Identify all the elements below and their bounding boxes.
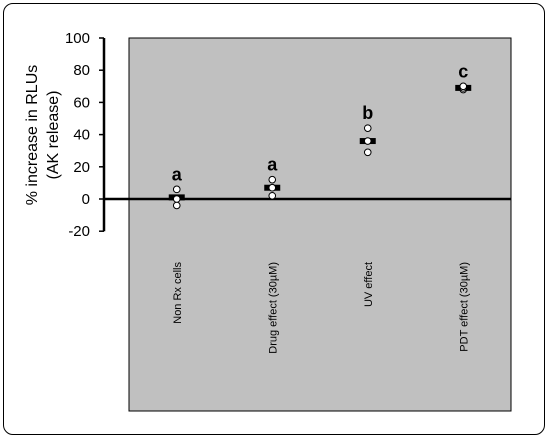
y-tick-label: -20: [68, 223, 90, 240]
y-axis: [99, 37, 106, 232]
category-label: Drug effect (30µM): [267, 262, 279, 354]
data-point: [172, 195, 181, 203]
y-tick-label: 60: [73, 94, 90, 111]
data-point: [268, 183, 277, 192]
data-point: [268, 175, 277, 184]
category-label: PDT effect (30µM): [458, 262, 470, 352]
data-point: [363, 137, 372, 145]
data-point: [459, 82, 468, 91]
data-point: [172, 201, 181, 210]
data-marks: [168, 82, 472, 210]
y-tick-label: 80: [73, 62, 90, 79]
data-point: [363, 148, 372, 157]
y-tick-label: 100: [65, 30, 90, 47]
group-letter: a: [267, 155, 278, 175]
y-tick-labels: -20 0 20 40 60 80 100: [65, 30, 90, 240]
category-label: UV effect: [363, 262, 375, 307]
data-point: [268, 191, 277, 200]
data-point: [172, 185, 181, 194]
group-letter: c: [458, 61, 468, 81]
y-axis-label-line-1: % increase in RLUs: [24, 65, 41, 206]
group-letter: b: [362, 103, 373, 123]
plot-area: [128, 37, 512, 412]
y-tick-label: 0: [82, 191, 90, 208]
group-letters: a a b c: [172, 61, 469, 184]
y-axis-label: % increase in RLUs (AK release): [24, 65, 62, 206]
y-tick-label: 40: [73, 127, 90, 144]
category-labels: Non Rx cells Drug effect (30µM) UV effect P…: [172, 262, 471, 354]
group-letter: a: [172, 164, 183, 184]
y-tick-label: 20: [73, 159, 90, 176]
data-point: [363, 124, 372, 132]
y-axis-label-line-2: (AK release): [45, 91, 62, 180]
category-label: Non Rx cells: [172, 262, 184, 324]
